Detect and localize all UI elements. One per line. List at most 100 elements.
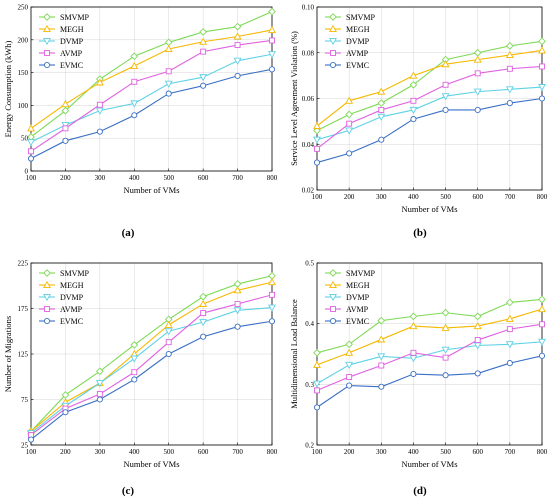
x-tick-label: 300 bbox=[95, 174, 106, 182]
data-point bbox=[378, 136, 385, 143]
x-tick-label: 600 bbox=[472, 448, 483, 456]
series-megh bbox=[313, 304, 546, 368]
data-point bbox=[538, 95, 546, 102]
data-point bbox=[313, 159, 321, 166]
data-point bbox=[199, 319, 208, 327]
legend-marker bbox=[329, 24, 337, 33]
chart-panel-4: 100 200 300 400 500 600 700 800 0.2 0.3 0.4 0.5 Numb… bbox=[289, 260, 548, 498]
legend-marker bbox=[329, 61, 337, 69]
legend-label: SMVMP bbox=[346, 269, 375, 278]
panel-caption: (a) bbox=[122, 227, 135, 239]
data-point bbox=[95, 107, 104, 115]
data-point bbox=[96, 391, 103, 397]
data-point bbox=[27, 139, 35, 147]
data-point bbox=[200, 48, 207, 55]
x-axis-label: Number of VMs bbox=[123, 185, 179, 195]
data-point bbox=[473, 48, 482, 57]
data-point bbox=[505, 50, 514, 59]
legend-label: MEGH bbox=[346, 25, 370, 34]
data-point bbox=[164, 328, 173, 336]
x-tick-label: 100 bbox=[26, 174, 37, 182]
data-point bbox=[27, 124, 35, 132]
data-point bbox=[442, 81, 449, 88]
y-tick-label: 200 bbox=[18, 36, 29, 44]
series-line bbox=[316, 40, 543, 132]
legend: SMVMP MEGH DVMP AVMP EVMC bbox=[39, 269, 89, 326]
x-tick-label: 800 bbox=[267, 174, 278, 182]
data-point bbox=[268, 51, 276, 59]
data-point bbox=[233, 280, 242, 288]
data-point bbox=[131, 78, 138, 85]
data-point bbox=[345, 361, 354, 370]
data-point bbox=[130, 52, 139, 61]
data-point bbox=[539, 63, 545, 70]
legend-marker bbox=[329, 13, 337, 21]
data-point bbox=[441, 346, 450, 354]
data-point bbox=[234, 42, 241, 48]
series-line bbox=[30, 29, 273, 129]
data-point bbox=[474, 106, 481, 113]
data-point bbox=[346, 374, 353, 381]
y-tick-label: 0.5 bbox=[305, 260, 314, 268]
legend-label: DVMP bbox=[60, 37, 84, 46]
legend-label: SMVMP bbox=[60, 269, 89, 278]
data-point bbox=[131, 376, 138, 383]
data-point bbox=[268, 271, 276, 280]
data-point bbox=[130, 100, 139, 108]
legend-marker bbox=[329, 269, 337, 277]
y-tick-label: 150 bbox=[18, 69, 29, 77]
data-point bbox=[233, 307, 242, 315]
data-point bbox=[314, 145, 320, 152]
x-tick-label: 400 bbox=[129, 174, 140, 182]
series-smvmp bbox=[27, 271, 276, 436]
data-point bbox=[27, 155, 35, 162]
data-point bbox=[233, 22, 242, 31]
data-point bbox=[313, 360, 321, 368]
data-point bbox=[505, 86, 514, 94]
data-point bbox=[442, 106, 449, 113]
chart-panel-1: 100 200 300 400 500 600 700 800 0 50 100 150 200 250 N… bbox=[3, 4, 278, 240]
data-point bbox=[506, 65, 513, 72]
legend-marker bbox=[329, 280, 337, 289]
data-point bbox=[377, 353, 386, 361]
data-point bbox=[199, 37, 208, 45]
y-axis-label: Energy Consumption (kWh) bbox=[3, 41, 13, 138]
series-line bbox=[30, 68, 273, 160]
data-point bbox=[95, 78, 104, 86]
legend-label: AVMP bbox=[346, 305, 369, 314]
series-line bbox=[316, 65, 543, 150]
series-avmp bbox=[28, 37, 275, 155]
data-point bbox=[441, 60, 450, 68]
legend-marker bbox=[330, 306, 336, 312]
data-point bbox=[409, 321, 418, 330]
x-tick-label: 100 bbox=[312, 193, 323, 201]
data-point bbox=[96, 396, 103, 403]
data-point bbox=[313, 404, 321, 411]
series-evmc bbox=[313, 95, 546, 166]
data-point bbox=[96, 128, 103, 135]
data-point bbox=[268, 25, 276, 33]
y-tick-label: 0.10 bbox=[302, 4, 315, 12]
series-line bbox=[30, 53, 273, 143]
data-point bbox=[313, 121, 321, 129]
y-tick-label: 0.2 bbox=[305, 442, 314, 450]
series-line bbox=[30, 294, 273, 436]
data-point bbox=[131, 369, 138, 376]
data-point bbox=[474, 70, 481, 77]
x-tick-label: 500 bbox=[163, 448, 174, 456]
data-point bbox=[268, 277, 276, 286]
legend-label: EVMC bbox=[60, 61, 83, 70]
x-tick-label: 300 bbox=[376, 193, 387, 201]
data-point bbox=[130, 341, 139, 349]
data-point bbox=[234, 301, 241, 307]
y-axis-label: Multidimensional Load Balance bbox=[289, 299, 299, 409]
data-point bbox=[409, 312, 418, 321]
data-point bbox=[377, 99, 386, 107]
legend-marker bbox=[43, 293, 51, 302]
x-tick-label: 300 bbox=[376, 448, 387, 456]
chart-panel-2: 100 200 300 400 500 600 700 800 0.02 0.04 0.06 0.08… bbox=[289, 4, 548, 240]
panel-caption: (b) bbox=[413, 227, 427, 239]
data-point bbox=[269, 37, 275, 44]
x-tick-label: 600 bbox=[472, 193, 483, 201]
data-point bbox=[130, 61, 139, 70]
